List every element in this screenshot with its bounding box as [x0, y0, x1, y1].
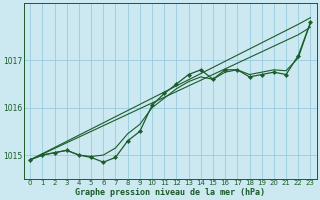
X-axis label: Graphe pression niveau de la mer (hPa): Graphe pression niveau de la mer (hPa): [75, 188, 265, 197]
